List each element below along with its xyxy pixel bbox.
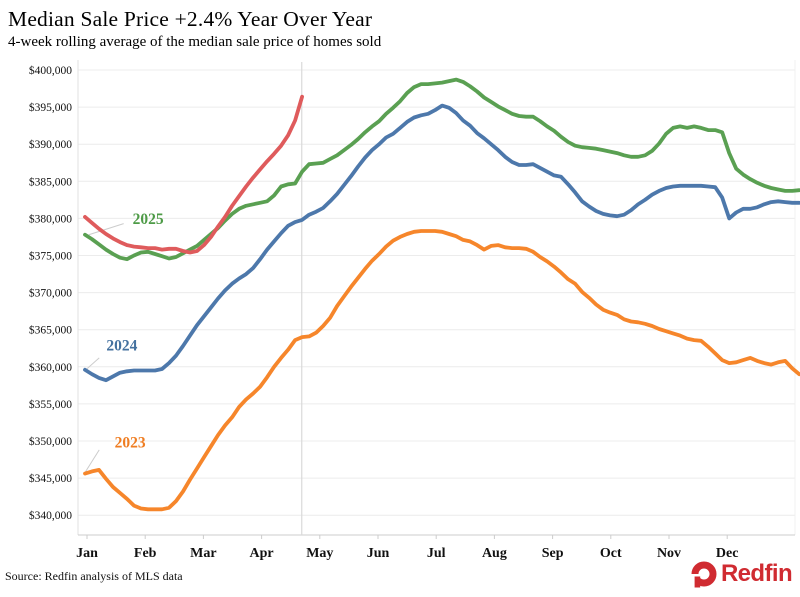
y-tick-label: $355,000: [29, 398, 72, 411]
x-tick-label: Apr: [250, 546, 274, 561]
year-label-leader: [88, 223, 124, 236]
y-tick-label: $380,000: [29, 212, 72, 225]
x-tick-label: Oct: [600, 546, 622, 561]
y-tick-label: $370,000: [29, 287, 72, 300]
year-label-2025: 2025: [133, 211, 164, 228]
redfin-logo-icon: [689, 561, 717, 588]
y-tick-label: $340,000: [29, 509, 72, 522]
redfin-logo: Redfin: [689, 560, 793, 588]
y-tick-label: $345,000: [29, 472, 72, 485]
x-tick-label: Aug: [482, 546, 507, 561]
page-subtitle: 4-week rolling average of the median sal…: [8, 34, 382, 50]
x-tick-label: Sep: [542, 546, 564, 561]
y-tick-label: $360,000: [29, 361, 72, 374]
year-label-2024: 2024: [106, 337, 137, 354]
y-tick-label: $385,000: [29, 175, 72, 188]
year-label-leader: [85, 357, 100, 371]
y-tick-label: $395,000: [29, 101, 72, 114]
x-tick-label: Jan: [76, 546, 98, 561]
line-2024: [83, 103, 800, 383]
y-tick-label: $390,000: [29, 138, 72, 151]
x-tick-label: Jun: [367, 546, 390, 561]
y-tick-label: $365,000: [29, 324, 72, 337]
x-tick-label: May: [306, 546, 333, 561]
x-tick-label: Nov: [657, 546, 681, 561]
x-tick-label: Jul: [427, 546, 446, 561]
year-label-leader: [84, 449, 100, 473]
redfin-logo-text: Redfin: [720, 560, 793, 587]
y-tick-label: $400,000: [29, 64, 72, 77]
line-2025: [83, 77, 800, 262]
y-tick-label: $350,000: [29, 435, 72, 448]
x-tick-label: Mar: [190, 546, 216, 561]
year-label-2023: 2023: [115, 434, 146, 451]
line-2023: [83, 229, 800, 512]
x-tick-label: Feb: [134, 546, 157, 561]
source-note: Source: Redfin analysis of MLS data: [5, 569, 183, 583]
x-tick-label: Dec: [716, 546, 739, 561]
line-current-year: [83, 94, 305, 255]
y-tick-label: $375,000: [29, 250, 72, 263]
page-title: Median Sale Price +2.4% Year Over Year: [8, 7, 373, 31]
